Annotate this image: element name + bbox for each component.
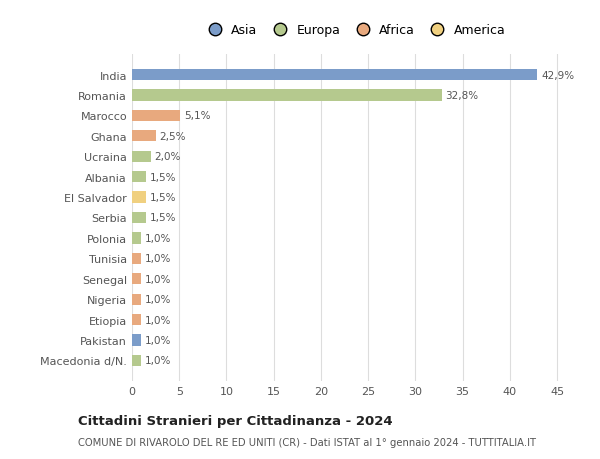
Bar — [132, 294, 142, 305]
Bar — [132, 172, 146, 183]
Text: Cittadini Stranieri per Cittadinanza - 2024: Cittadini Stranieri per Cittadinanza - 2… — [78, 414, 392, 428]
Text: 1,0%: 1,0% — [145, 254, 172, 264]
Bar — [132, 131, 155, 142]
Text: 1,0%: 1,0% — [145, 356, 172, 365]
Text: 1,0%: 1,0% — [145, 233, 172, 243]
Bar — [132, 355, 142, 366]
Bar — [132, 314, 142, 325]
Text: 1,5%: 1,5% — [150, 213, 176, 223]
Text: 42,9%: 42,9% — [541, 71, 574, 80]
Bar — [132, 335, 142, 346]
Text: 2,0%: 2,0% — [155, 152, 181, 162]
Text: 1,5%: 1,5% — [150, 172, 176, 182]
Text: 32,8%: 32,8% — [446, 91, 479, 101]
Text: 1,0%: 1,0% — [145, 274, 172, 284]
Text: COMUNE DI RIVAROLO DEL RE ED UNITI (CR) - Dati ISTAT al 1° gennaio 2024 - TUTTIT: COMUNE DI RIVAROLO DEL RE ED UNITI (CR) … — [78, 437, 536, 447]
Text: 1,5%: 1,5% — [150, 193, 176, 203]
Bar — [132, 70, 537, 81]
Text: 1,0%: 1,0% — [145, 295, 172, 304]
Bar — [132, 111, 180, 122]
Text: 5,1%: 5,1% — [184, 111, 211, 121]
Text: 1,0%: 1,0% — [145, 315, 172, 325]
Bar — [132, 213, 146, 224]
Bar — [132, 233, 142, 244]
Bar — [132, 253, 142, 264]
Bar — [132, 90, 442, 101]
Legend: Asia, Europa, Africa, America: Asia, Europa, Africa, America — [197, 19, 511, 42]
Bar — [132, 151, 151, 162]
Bar — [132, 192, 146, 203]
Text: 2,5%: 2,5% — [160, 132, 186, 141]
Bar — [132, 274, 142, 285]
Text: 1,0%: 1,0% — [145, 335, 172, 345]
